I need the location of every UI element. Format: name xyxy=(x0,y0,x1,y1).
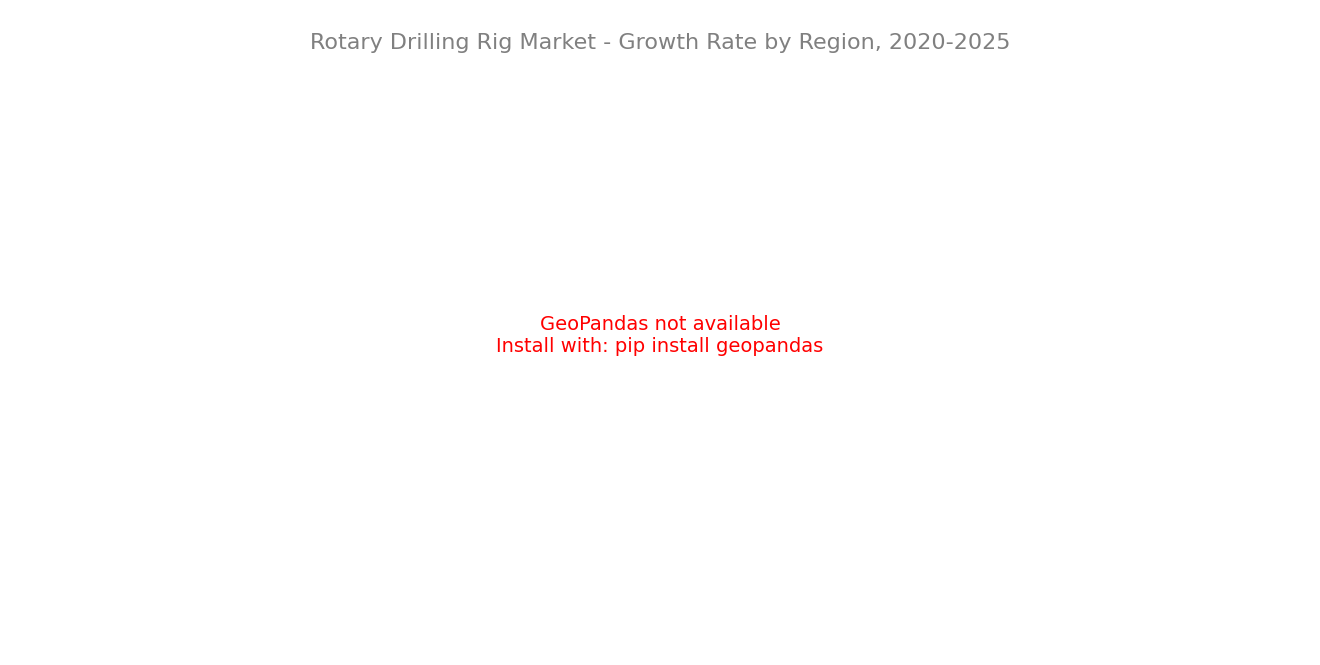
Text: Rotary Drilling Rig Market - Growth Rate by Region, 2020-2025: Rotary Drilling Rig Market - Growth Rate… xyxy=(310,33,1010,53)
Text: GeoPandas not available
Install with: pip install geopandas: GeoPandas not available Install with: pi… xyxy=(496,315,824,356)
